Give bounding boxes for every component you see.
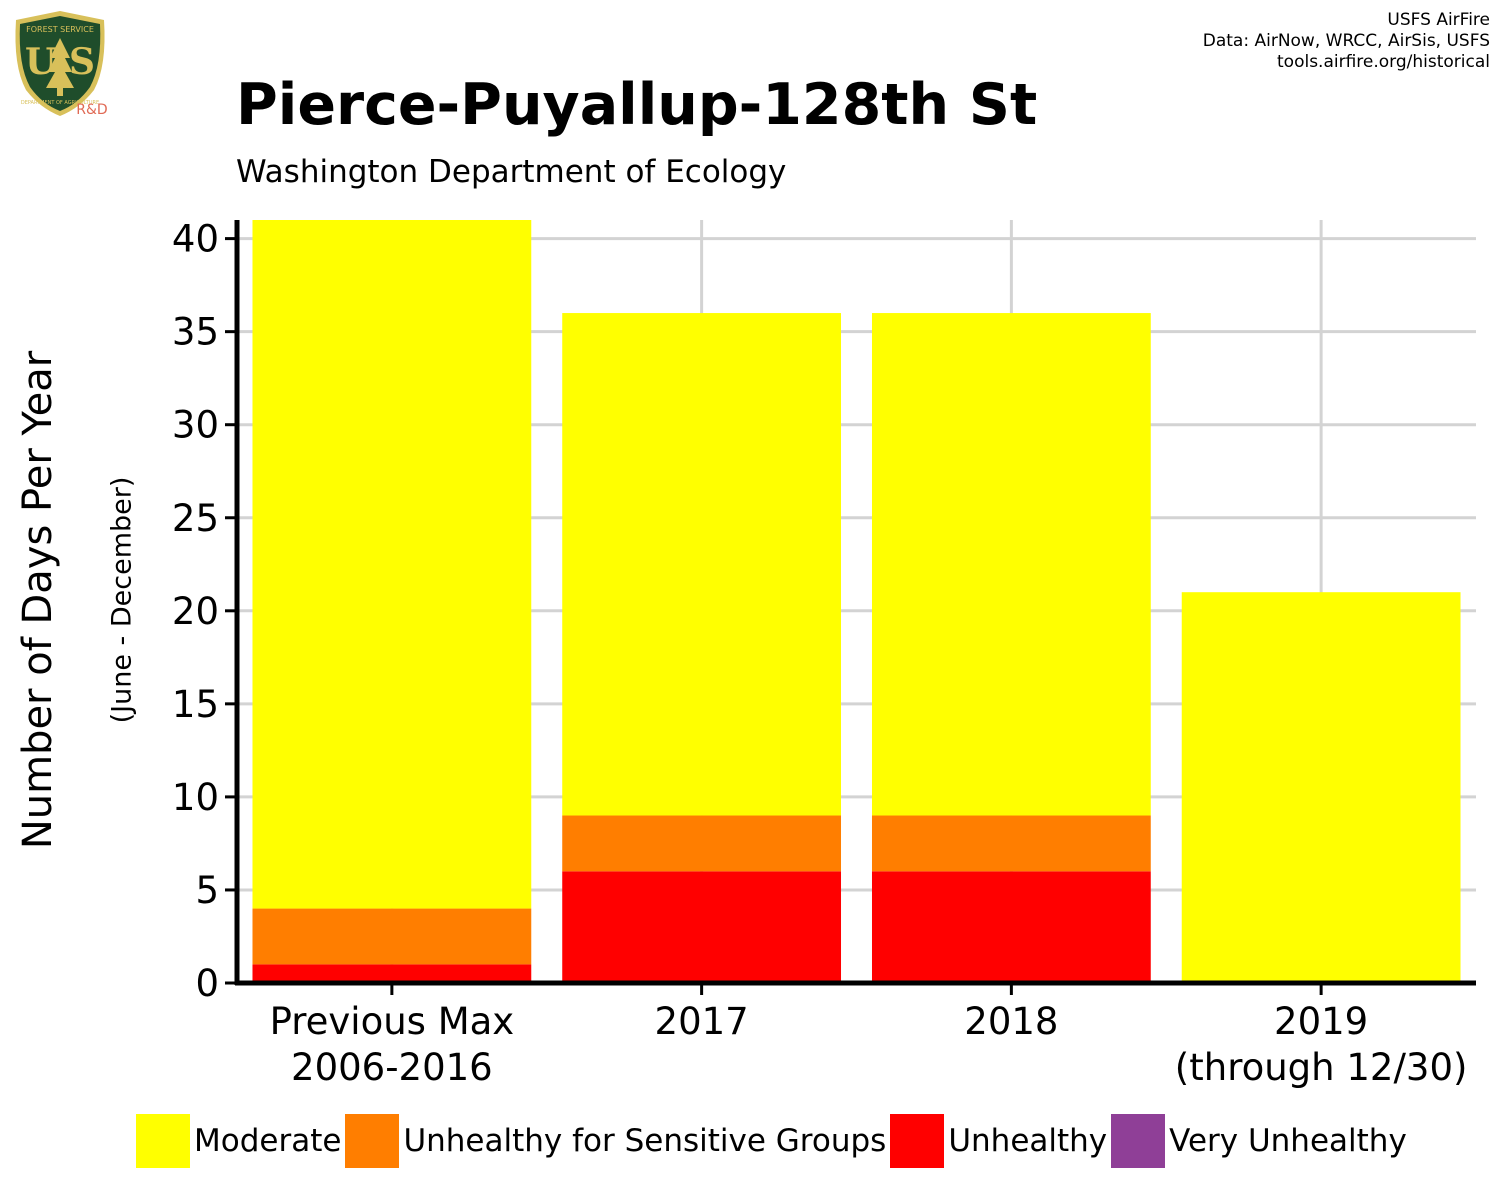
legend-swatch <box>890 1114 945 1168</box>
chart-title: Pierce-Puyallup-128th St <box>236 72 1038 138</box>
y-tick-label: 20 <box>172 590 219 633</box>
logo-bottom-text: DEPARTMENT OF AGRICULTURE <box>21 100 99 106</box>
x-tick-label: (through 12/30) <box>1175 1046 1468 1089</box>
logo-top-text: FOREST SERVICE <box>26 25 94 34</box>
legend-label: Unhealthy <box>948 1123 1108 1159</box>
tree-icon <box>46 38 74 96</box>
legend-item-moderate: Moderate <box>136 1114 341 1168</box>
bar-segment <box>1181 592 1461 983</box>
legend-item-very-unhealthy: Very Unhealthy <box>1111 1114 1407 1168</box>
legend-swatch <box>136 1114 190 1168</box>
bar-segment <box>252 908 532 965</box>
legend-label: Very Unhealthy <box>1169 1123 1407 1159</box>
x-tick-label: 2019 <box>1274 1000 1368 1043</box>
legend-swatch <box>345 1114 400 1168</box>
credit-line: Data: AirNow, WRCC, AirSis, USFS <box>1202 31 1490 51</box>
credit-line: tools.airfire.org/historical <box>1277 52 1490 72</box>
y-tick-label: 5 <box>195 869 219 912</box>
bar-segment <box>871 313 1151 816</box>
y-tick-label: 30 <box>172 404 219 447</box>
bar-segment <box>562 871 842 983</box>
bar-segment <box>562 313 842 816</box>
credits: USFS AirFire Data: AirNow, WRCC, AirSis,… <box>1203 10 1490 73</box>
bar-segment <box>252 964 532 983</box>
x-tick-label: 2018 <box>964 1000 1058 1043</box>
legend-label: Moderate <box>194 1123 342 1159</box>
bar-segment <box>562 815 842 872</box>
legend-item-usg: Unhealthy for Sensitive Groups <box>345 1114 886 1168</box>
x-tick-label: 2017 <box>655 1000 749 1043</box>
credit-line: USFS AirFire <box>1387 10 1490 30</box>
x-tick-label: Previous Max <box>270 1000 515 1043</box>
legend-item-unhealthy: Unhealthy <box>890 1114 1107 1168</box>
logo-tag: R&D <box>76 102 107 118</box>
y-tick-label: 25 <box>172 497 219 540</box>
y-tick-label: 0 <box>195 962 219 1005</box>
x-tick-label: 2006-2016 <box>291 1046 493 1089</box>
legend-label: Unhealthy for Sensitive Groups <box>403 1123 887 1159</box>
legend: Moderate Unhealthy for Sensitive Groups … <box>136 1114 1407 1168</box>
y-tick-label: 40 <box>172 218 219 261</box>
y-tick-label: 35 <box>172 311 219 354</box>
y-tick-label: 10 <box>172 776 219 819</box>
bar-segment <box>871 871 1151 983</box>
chart-subtitle: Washington Department of Ecology <box>236 154 787 190</box>
bar-segment <box>871 815 1151 872</box>
legend-swatch <box>1111 1114 1166 1168</box>
y-tick-label: 15 <box>172 683 219 726</box>
usfs-shield-logo-icon: FOREST SERVICE U S DEPARTMENT OF AGRICUL… <box>15 11 108 118</box>
bar-segment <box>252 220 532 909</box>
